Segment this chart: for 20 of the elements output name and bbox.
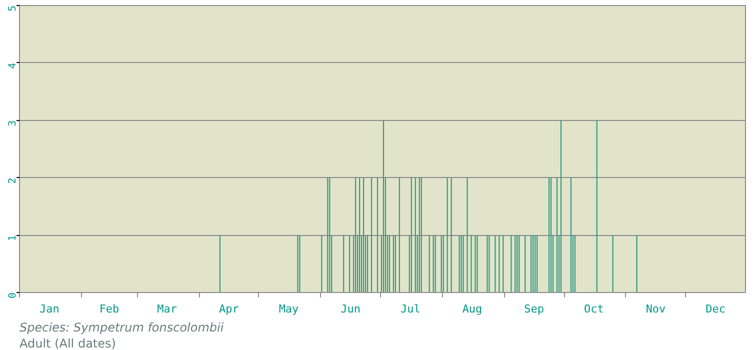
- x-tick-label: Dec: [706, 302, 726, 316]
- x-tick-label: Oct: [584, 302, 604, 316]
- y-tick-label: 0: [8, 292, 18, 299]
- x-tick-label: Aug: [462, 302, 482, 316]
- x-tick-label: Jul: [400, 302, 420, 316]
- y-tick-label: 4: [8, 62, 18, 69]
- y-tick-label: 3: [8, 120, 18, 126]
- x-tick-label: Jan: [39, 302, 60, 316]
- x-tick-label: Jun: [340, 302, 361, 316]
- x-tick-label: Mar: [157, 302, 178, 316]
- x-tick-label: May: [278, 302, 300, 316]
- y-tick-label: 1: [8, 235, 18, 242]
- text: Adult (All dates): [20, 336, 116, 350]
- x-tick-label: Apr: [218, 302, 240, 316]
- y-tick-label: 5: [8, 5, 18, 12]
- x-tick-label: Feb: [99, 302, 120, 316]
- text: Species: Sympetrum fonscolombii: [20, 320, 224, 334]
- y-tick-label: 2: [8, 178, 18, 184]
- x-tick-label: Nov: [646, 302, 666, 316]
- x-tick-label: Sep: [524, 302, 544, 316]
